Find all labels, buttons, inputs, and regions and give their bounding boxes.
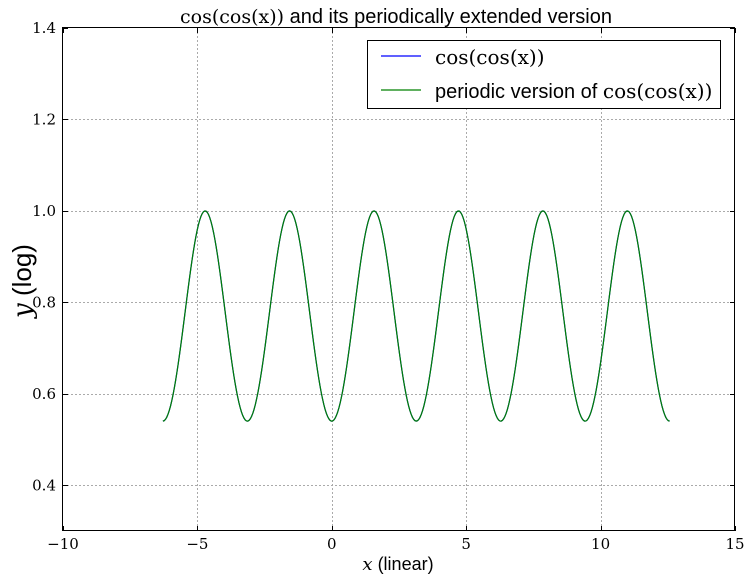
x-tick-label: −10 (47, 535, 79, 553)
x-tick-label: 5 (461, 535, 471, 553)
y-tick-label: 0.4 (32, 476, 56, 494)
y-axis-label: y (log) (7, 244, 38, 319)
legend-label-series-2: periodic version of cos(cos(x)) (435, 79, 712, 103)
series-line-2 (162, 210, 670, 422)
tick-labels-layer: −10 −5 0 5 10 15 0.4 0.6 0.8 1.0 1.2 1.4 (32, 19, 744, 553)
legend-label-series-1: cos(cos(x)) (435, 45, 545, 69)
legend-label-series-2-text: periodic version of (435, 81, 603, 103)
grid-layer (63, 28, 735, 531)
chart-title: cos(cos(x)) and its periodically extende… (180, 6, 612, 28)
x-tick-label: −5 (186, 535, 208, 553)
chart-title-math: cos(cos(x)) (180, 6, 284, 28)
y-tick-label: 1.2 (32, 110, 56, 128)
y-tick-label: 1.0 (32, 202, 56, 220)
legend-box (367, 40, 721, 109)
y-axis-label-text: (log) (7, 244, 37, 303)
plot-area-frame (62, 27, 735, 531)
x-axis-label: x (linear) (362, 554, 433, 575)
x-tick-label: 10 (591, 535, 610, 553)
x-axis-label-text: (linear) (373, 554, 434, 574)
y-axis-label-var: y (8, 303, 38, 319)
series-layer (162, 210, 670, 422)
chart-title-text: and its periodically extended version (284, 6, 612, 28)
y-tick-label: 0.8 (32, 293, 56, 311)
legend-label-series-2-math: cos(cos(x)) (603, 79, 713, 103)
y-tick-label: 1.4 (32, 19, 56, 37)
legend-label-series-1-math: cos(cos(x)) (435, 45, 545, 69)
y-tick-label: 0.6 (32, 385, 56, 403)
x-tick-label: 15 (725, 535, 744, 553)
x-axis-label-var: x (362, 554, 372, 575)
x-tick-label: 0 (327, 535, 337, 553)
legend: cos(cos(x)) periodic version of cos(cos(… (367, 40, 721, 109)
ticks-layer (63, 28, 736, 531)
